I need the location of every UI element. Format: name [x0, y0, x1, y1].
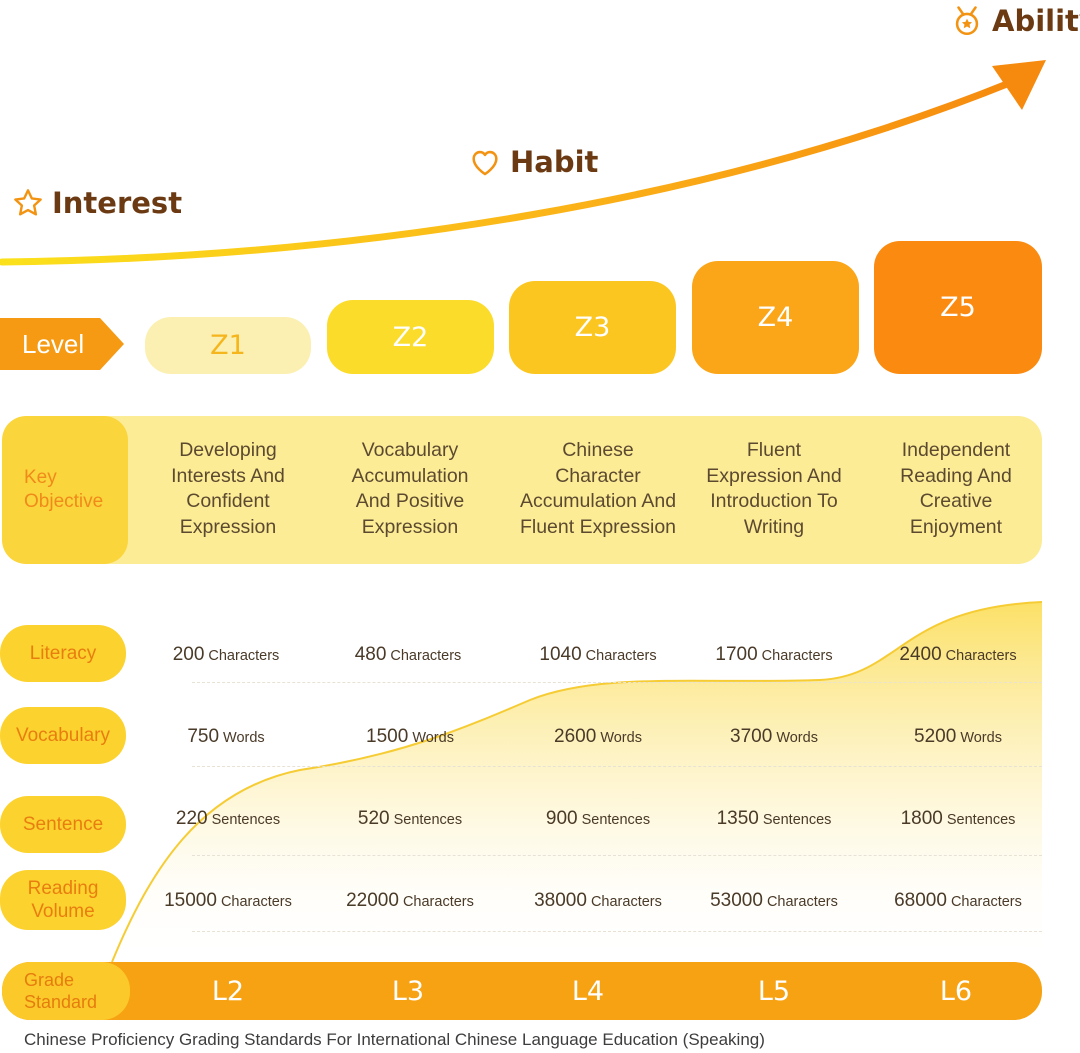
- grade-l2: L2: [211, 975, 245, 1007]
- milestone-habit-label: Habit: [510, 145, 599, 179]
- growth-area: [112, 602, 1042, 962]
- sentence-value: 900 Sentences: [545, 808, 651, 829]
- sentence-value: 1800 Sentences: [900, 808, 1016, 829]
- progress-arrow-head: [992, 60, 1046, 110]
- grade-standard-label: Grade Standard: [2, 962, 130, 1020]
- level-z4: Z4: [692, 261, 859, 374]
- level-z1: Z1: [145, 317, 311, 374]
- growth-curve: [111, 601, 1043, 963]
- vocabulary-value: 750 Words: [187, 726, 265, 747]
- milestone-ability-label: Ability: [992, 4, 1080, 38]
- key-objective-z2: Vocabulary Accumulation And Positive Expre…: [351, 439, 469, 538]
- metric-label-reading-volume: Reading Volume: [0, 870, 126, 930]
- literacy-value: 200 Characters: [172, 644, 280, 665]
- milestone-habit: Habit: [468, 145, 598, 179]
- sentence-value: 1350 Sentences: [716, 808, 832, 829]
- sentence-value: 520 Sentences: [357, 808, 463, 829]
- progress-arrow-line: [0, 78, 1016, 266]
- literacy-value: 2400 Characters: [899, 644, 1017, 665]
- grade-l4: L4: [571, 975, 605, 1007]
- metric-label-literacy: Literacy: [0, 625, 126, 682]
- reading-volume-value: 38000 Characters: [534, 890, 662, 911]
- star-icon: [14, 189, 42, 216]
- reading-volume-value: 68000 Characters: [894, 890, 1022, 911]
- metric-label-vocabulary: Vocabulary: [0, 707, 126, 764]
- reading-volume-value: 15000 Characters: [164, 890, 292, 911]
- grade-l3: L3: [391, 975, 425, 1007]
- vocabulary-value: 5200 Words: [914, 726, 1002, 747]
- key-objective-z1: Developing Interests And Confident Express…: [171, 439, 285, 538]
- grade-standard-row: Grade Standard L2 L3 L4 L5 L6: [2, 962, 1042, 1020]
- row-divider: [192, 931, 1042, 932]
- key-objective-z5: Independent Reading And Creative Enjoyment: [900, 439, 1012, 538]
- row-divider: [192, 855, 1042, 856]
- medal-icon: [955, 6, 979, 36]
- vocabulary-value: 1500 Words: [366, 726, 454, 747]
- row-divider: [192, 682, 1042, 683]
- caption: Chinese Proficiency Grading Standards Fo…: [24, 1030, 765, 1049]
- heart-icon: [472, 150, 498, 176]
- level-tag: Level: [0, 318, 124, 370]
- reading-volume-value: 53000 Characters: [710, 890, 838, 911]
- key-objective-z3: Chinese Character Accumulation And Fluent …: [519, 439, 677, 538]
- milestone-interest-label: Interest: [52, 186, 183, 220]
- grade-l6: L6: [939, 975, 973, 1007]
- row-divider: [192, 766, 1042, 767]
- level-z3: Z3: [509, 281, 676, 374]
- literacy-value: 480 Characters: [354, 644, 462, 665]
- vocabulary-value: 2600 Words: [554, 726, 642, 747]
- level-z5: Z5: [874, 241, 1042, 374]
- level-z2: Z2: [327, 300, 494, 374]
- key-objective-z4: Fluent Expression And Introduction To Writ…: [706, 439, 842, 538]
- grade-l5: L5: [757, 975, 791, 1007]
- key-objective-label: Key Objective: [2, 416, 128, 564]
- vocabulary-value: 3700 Words: [730, 726, 818, 747]
- key-objective-row: Key Objective Developing Interests And Co…: [2, 416, 1042, 564]
- literacy-value: 1700 Characters: [715, 644, 833, 665]
- reading-volume-value: 22000 Characters: [346, 890, 474, 911]
- milestone-ability: Ability: [950, 4, 1080, 38]
- sentence-value: 220 Sentences: [175, 808, 281, 829]
- metric-label-sentence: Sentence: [0, 796, 126, 853]
- milestone-interest: Interest: [12, 186, 182, 220]
- literacy-value: 1040 Characters: [539, 644, 657, 665]
